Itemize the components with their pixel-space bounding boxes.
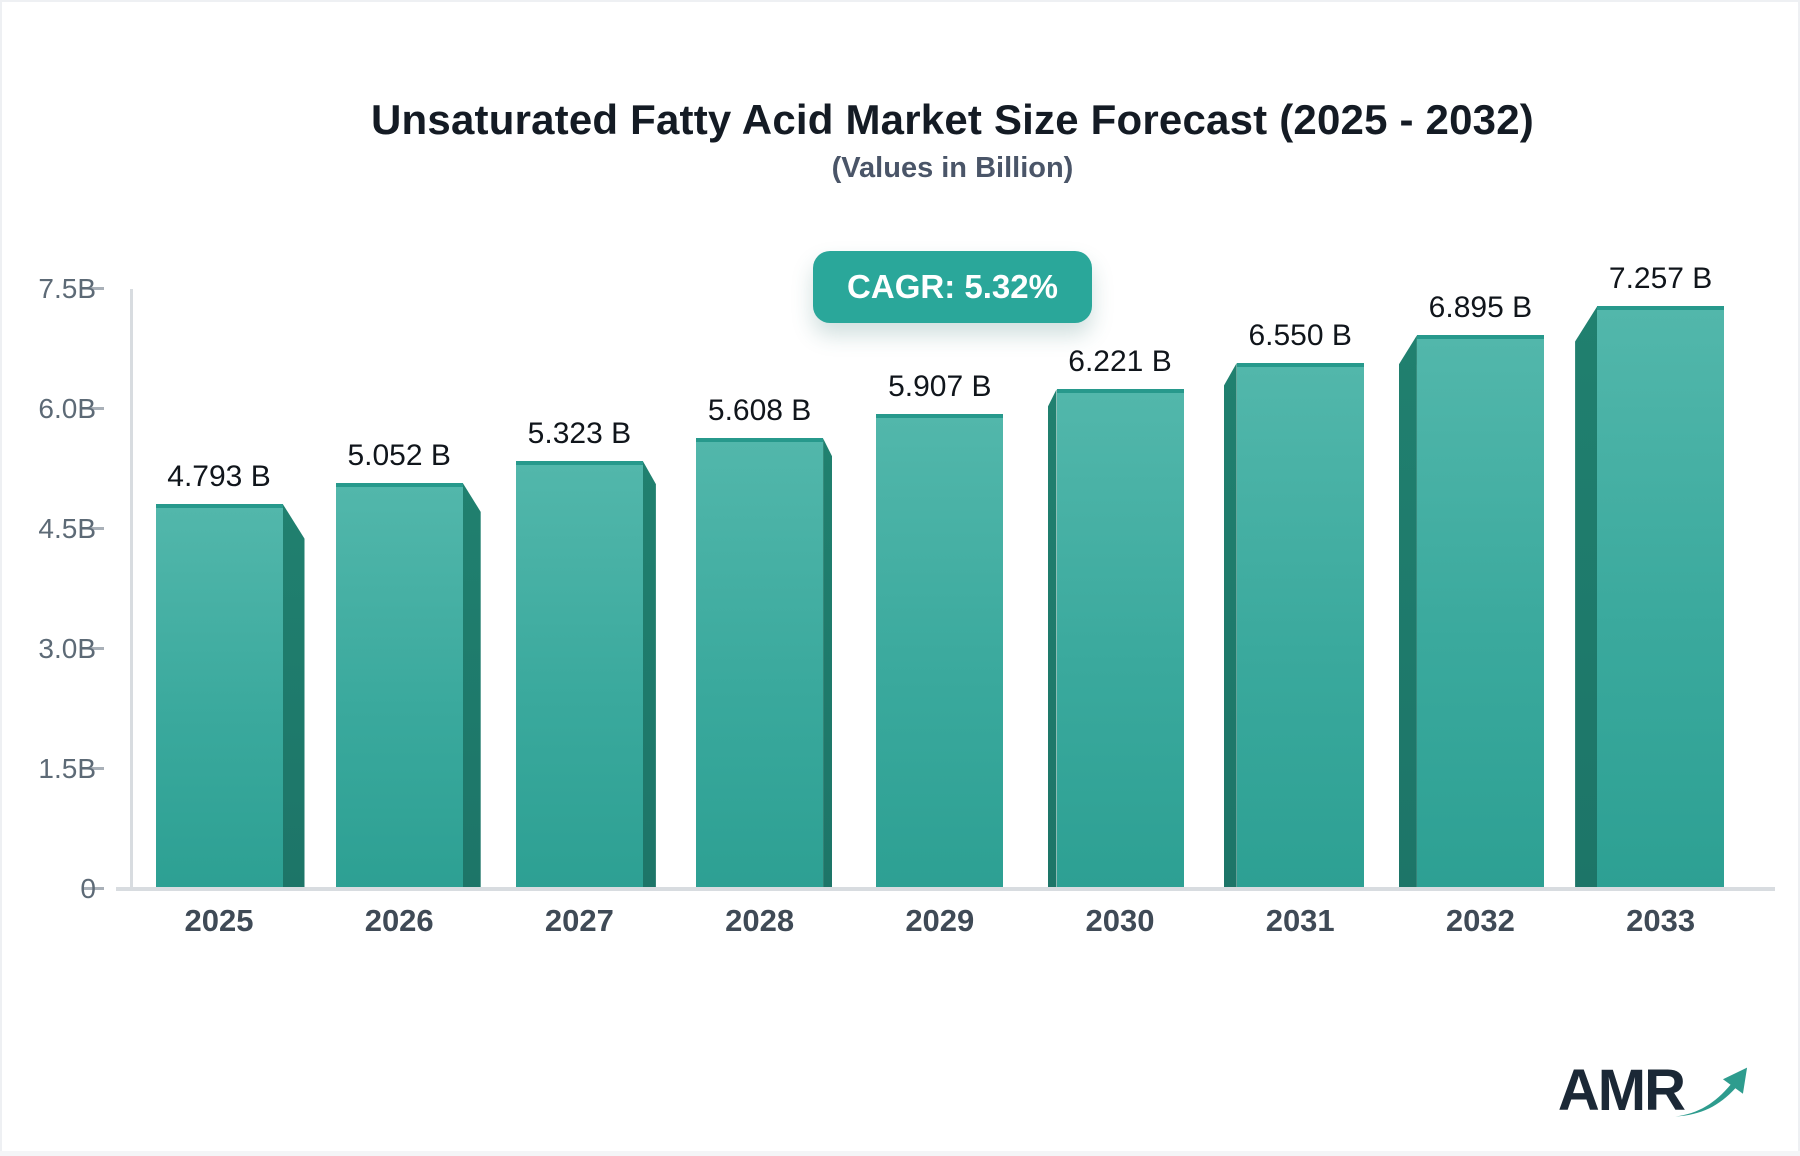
bar	[335, 482, 463, 887]
bar-value-label: 4.793 B	[167, 459, 271, 493]
y-tick-label: 3.0B	[38, 633, 96, 664]
bar-group: 4.793 B	[155, 460, 305, 887]
bar-group: 5.608 B	[696, 394, 833, 887]
bar-group: 6.895 B	[1398, 291, 1544, 887]
amr-logo-text: AMR	[1557, 1058, 1686, 1123]
bar-group: 7.257 B	[1575, 262, 1725, 887]
y-tick-dash	[82, 647, 104, 650]
bar	[696, 438, 824, 887]
bar-value-label: 5.608 B	[707, 394, 812, 428]
chart-title: Unsaturated Fatty Acid Market Size Forec…	[371, 96, 1534, 143]
y-tick-dash	[82, 887, 104, 890]
y-tick-label: 6.0B	[38, 393, 96, 424]
x-axis-label: 2033	[1626, 903, 1696, 938]
bar-value-label: 5.052 B	[347, 438, 451, 472]
bar-value-label: 5.907 B	[888, 370, 992, 404]
x-axis-label: 2025	[184, 903, 254, 938]
bar-3d-edge	[1223, 363, 1237, 887]
bar-group: 5.907 B	[876, 370, 1004, 887]
y-tick-dash	[82, 287, 104, 290]
bar-3d-edge	[282, 503, 305, 887]
chart-subtitle: (Values in Billion)	[831, 152, 1074, 184]
bar-group: 6.550 B	[1223, 319, 1364, 887]
x-axis-label: 2026	[364, 903, 434, 938]
y-tick-dash	[82, 407, 104, 410]
x-axis-label: 2032	[1445, 903, 1515, 938]
x-axis-label: 2031	[1265, 903, 1335, 938]
x-axis-baseline	[116, 887, 1775, 891]
x-axis-label: 2027	[544, 903, 614, 938]
bar-3d-edge	[462, 482, 481, 887]
x-axis-label: 2028	[725, 903, 795, 938]
bar-value-label: 7.257 B	[1608, 262, 1713, 296]
bar	[1416, 335, 1544, 887]
bar-value-label: 6.221 B	[1068, 345, 1172, 379]
y-tick-dash	[82, 527, 104, 530]
x-axis-label: 2030	[1085, 903, 1155, 938]
y-tick-label: 7.5B	[38, 273, 96, 304]
bar	[515, 461, 643, 887]
y-tick-dash	[82, 767, 104, 770]
bar-value-label: 5.323 B	[527, 417, 632, 451]
bar-value-label: 6.895 B	[1428, 291, 1533, 325]
cagr-badge: CAGR: 5.32%	[813, 251, 1092, 323]
bar	[876, 414, 1004, 887]
y-axis-line	[130, 289, 133, 891]
growth-arrow-icon	[1675, 1067, 1748, 1117]
bar-group: 5.052 B	[335, 439, 481, 887]
bar-3d-edge	[1398, 335, 1417, 887]
bar-value-label: 6.550 B	[1248, 319, 1352, 352]
x-axis-label: 2029	[905, 903, 975, 938]
bar-3d-edge	[642, 461, 656, 887]
y-tick-label: 1.5B	[38, 753, 96, 784]
bar	[1056, 389, 1184, 887]
cagr-badge-row: CAGR: 5.32%	[130, 251, 1775, 323]
bar-3d-edge	[823, 438, 833, 887]
bar-group: 5.323 B	[515, 417, 656, 887]
bar	[155, 503, 283, 887]
bar-3d-edge	[1575, 306, 1598, 887]
bar-3d-edge	[1047, 389, 1057, 887]
bar-chart: 0 1.5B 3.0B 4.5B 6.0B 7.5B 4.793 B 5.052 B 5.32…	[38, 262, 1775, 938]
y-tick-label: 0	[80, 873, 96, 904]
bar	[1597, 306, 1725, 887]
bar	[1236, 363, 1364, 887]
y-tick-label: 4.5B	[38, 513, 96, 544]
amr-logo: AMR	[1558, 1060, 1756, 1120]
bar-group: 6.221 B	[1047, 345, 1184, 887]
